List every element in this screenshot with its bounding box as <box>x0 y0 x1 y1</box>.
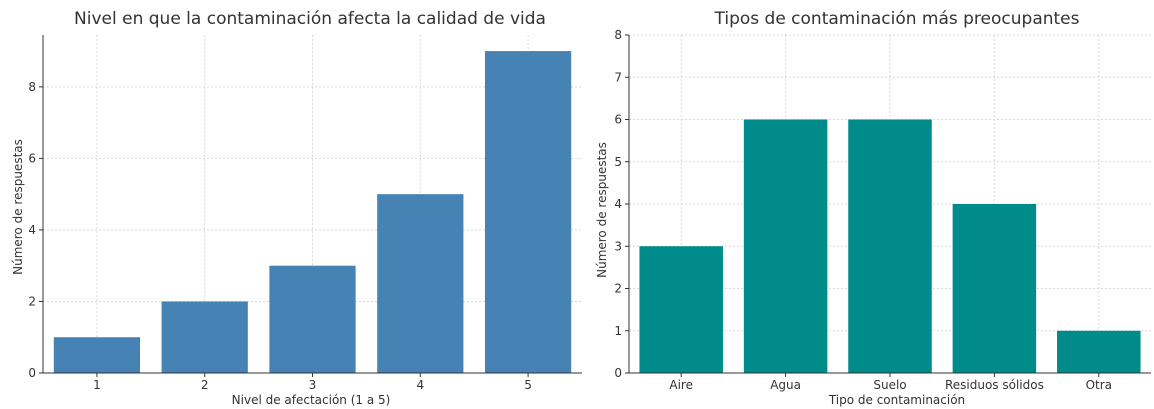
y-tick-label: 6 <box>28 151 36 165</box>
x-tick-label: Aire <box>669 378 693 392</box>
bar-aire <box>639 246 723 373</box>
chart-title: Nivel en que la contaminación afecta la … <box>74 9 546 29</box>
y-tick-label: 2 <box>614 282 622 296</box>
y-tick-label: 0 <box>614 366 622 380</box>
y-tick-label: 4 <box>28 223 36 237</box>
bars <box>639 119 1141 373</box>
x-tick-label: Residuos sólidos <box>945 378 1044 392</box>
x-tick-label: 5 <box>524 378 532 392</box>
y-axis-label: Número de respuestas <box>595 142 609 278</box>
bar-4 <box>377 194 464 373</box>
chart-affectation-level: Nivel en que la contaminación afecta la … <box>11 9 582 407</box>
x-tick-label: Agua <box>770 378 801 392</box>
x-tick-label: 3 <box>309 378 317 392</box>
x-tick-label: 2 <box>201 378 209 392</box>
y-tick-label: 8 <box>28 80 36 94</box>
bar-2 <box>161 301 248 373</box>
chart-pollution-types: Tipos de contaminación más preocupantes … <box>595 9 1151 407</box>
x-tick-label: Otra <box>1086 378 1112 392</box>
y-tick-label: 8 <box>614 28 622 42</box>
y-tick-label: 3 <box>614 239 622 253</box>
bar-suelo <box>848 119 932 373</box>
x-tick-label: Suelo <box>873 378 906 392</box>
x-axis-label: Nivel de afectación (1 a 5) <box>232 393 391 407</box>
bar-1 <box>53 337 141 373</box>
bars <box>53 51 572 373</box>
bar-5 <box>484 51 572 373</box>
y-tick-label: 6 <box>614 113 622 127</box>
bar-residuos-sólidos <box>952 204 1037 373</box>
bar-agua <box>743 119 828 373</box>
y-tick-label: 5 <box>614 155 622 169</box>
bar-3 <box>269 265 356 373</box>
y-axis-label: Número de respuestas <box>11 139 25 275</box>
y-tick-label: 0 <box>28 366 36 380</box>
x-tick-label: 1 <box>93 378 101 392</box>
y-tick-label: 4 <box>614 197 622 211</box>
x-tick-label: 4 <box>416 378 424 392</box>
x-axis-label: Tipo de contaminación <box>828 393 965 407</box>
bar-otra <box>1057 330 1141 373</box>
y-tick-label: 7 <box>614 70 622 84</box>
chart-title: Tipos de contaminación más preocupantes <box>713 9 1079 29</box>
y-tick-label: 2 <box>28 294 36 308</box>
y-tick-label: 1 <box>614 324 622 338</box>
